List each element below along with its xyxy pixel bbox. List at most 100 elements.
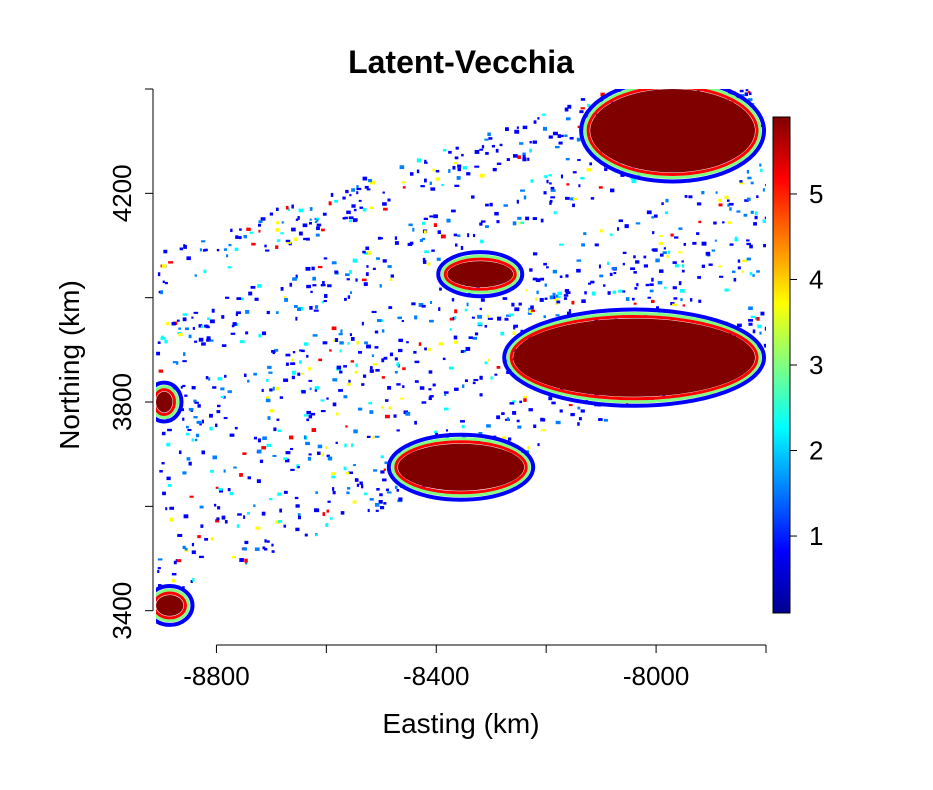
speckle-cell	[454, 309, 458, 314]
speckle-cell	[724, 74, 729, 77]
region-halo-blue	[436, 250, 525, 299]
speckle-cell	[291, 358, 294, 362]
speckle-cell	[517, 155, 521, 160]
speckle-cell	[746, 257, 751, 261]
speckle-cell	[332, 339, 337, 342]
speckle-cell	[194, 274, 197, 277]
speckle-cell	[306, 284, 311, 289]
speckle-cell	[529, 268, 533, 272]
speckle-cell	[390, 274, 395, 278]
speckle-cell	[346, 472, 350, 475]
speckle-cell	[444, 393, 447, 396]
speckle-cell	[673, 297, 678, 300]
speckle-cell	[655, 77, 659, 80]
speckle-cell	[229, 491, 234, 496]
speckle-cell	[167, 428, 172, 432]
speckle-cell	[690, 61, 694, 63]
speckle-cell	[193, 311, 199, 314]
speckle-cell	[532, 252, 538, 256]
speckle-cell	[635, 222, 641, 225]
speckle-cell	[233, 466, 237, 469]
speckle-cell	[283, 524, 287, 528]
speckle-cell	[570, 412, 575, 417]
speckle-cell	[276, 239, 281, 242]
speckle-cell	[359, 481, 363, 485]
speckle-cell	[275, 386, 279, 391]
speckle-cell	[564, 289, 570, 293]
speckle-cell	[156, 351, 161, 356]
speckle-cell	[194, 401, 199, 404]
speckle-cell	[215, 423, 218, 428]
speckle-cell	[618, 219, 623, 223]
speckle-cell	[226, 254, 229, 258]
speckle-cell	[766, 62, 769, 64]
speckle-cell	[413, 350, 417, 354]
speckle-cell	[736, 323, 742, 328]
speckle-cell	[514, 307, 520, 312]
speckle-cell	[380, 406, 384, 409]
speckle-cell	[633, 271, 637, 274]
speckle-cell	[478, 431, 483, 435]
speckle-cell	[311, 428, 317, 432]
speckle-cell	[316, 226, 320, 231]
speckle-cell	[188, 334, 192, 339]
speckle-cell	[361, 321, 364, 326]
speckle-cell	[375, 257, 381, 260]
speckle-cell	[516, 419, 520, 423]
speckle-cell	[293, 305, 298, 308]
speckle-cell	[634, 287, 638, 290]
speckle-cell	[303, 237, 307, 241]
speckle-cell	[218, 487, 223, 491]
speckle-cell	[378, 500, 383, 504]
speckle-cell	[566, 183, 570, 186]
speckle-cell	[306, 410, 311, 415]
speckle-cell	[334, 270, 339, 274]
region-halo-red	[156, 388, 176, 416]
speckle-cell	[479, 222, 483, 226]
speckle-cell	[400, 397, 404, 400]
speckle-cell	[429, 395, 434, 398]
speckle-cell	[631, 179, 637, 184]
speckle-cell	[230, 228, 233, 233]
speckle-cell	[642, 84, 646, 86]
region-core	[447, 261, 514, 288]
speckle-cell	[199, 248, 202, 252]
speckle-cell	[166, 476, 171, 481]
speckle-cell	[698, 299, 702, 303]
speckle-cell	[559, 409, 563, 413]
speckle-cell	[530, 179, 534, 183]
speckle-cell	[750, 181, 754, 185]
speckle-cell	[385, 488, 390, 492]
speckle-cell	[332, 487, 335, 491]
speckle-cell	[762, 188, 765, 192]
speckle-cell	[261, 446, 267, 450]
speckle-cell	[192, 326, 195, 330]
high-value-region	[386, 432, 536, 502]
speckle-cell	[681, 264, 685, 268]
speckle-cell	[452, 165, 456, 170]
speckle-cell	[157, 569, 160, 574]
speckle-cell	[213, 503, 217, 507]
speckle-cell	[541, 418, 546, 422]
speckle-cell	[565, 157, 570, 161]
speckle-cell	[376, 487, 380, 491]
speckle-cell	[433, 214, 438, 219]
speckle-cell	[352, 500, 357, 504]
speckle-cell	[405, 411, 411, 416]
speckle-cell	[199, 422, 202, 426]
speckle-cell	[212, 386, 217, 389]
speckle-cell	[525, 216, 530, 221]
speckle-cell	[561, 134, 564, 138]
speckle-cell	[685, 63, 688, 67]
speckle-cell	[244, 540, 249, 545]
speckle-cell	[231, 324, 235, 328]
speckle-cell	[303, 435, 307, 440]
speckle-cell	[729, 243, 734, 246]
speckle-cell	[701, 264, 706, 268]
speckle-cell	[576, 268, 581, 273]
speckle-cell	[633, 302, 637, 305]
speckle-cell	[672, 261, 677, 264]
speckle-cell	[411, 302, 416, 306]
speckle-cell	[398, 497, 403, 502]
speckle-cell	[161, 461, 165, 465]
